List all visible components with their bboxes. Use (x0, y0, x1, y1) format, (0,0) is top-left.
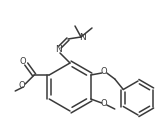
Text: O: O (19, 82, 26, 90)
Text: N: N (79, 33, 85, 41)
Text: N: N (55, 45, 61, 55)
Text: O: O (100, 99, 107, 109)
Text: O: O (100, 67, 107, 77)
Text: O: O (20, 57, 27, 67)
